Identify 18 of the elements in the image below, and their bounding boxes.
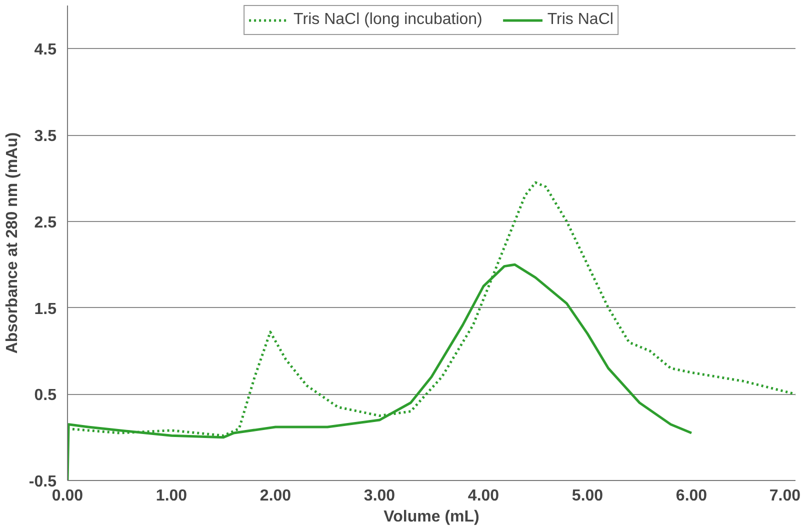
x-tick-label: 0.00	[52, 488, 84, 504]
x-tick-label: 6.00	[676, 488, 708, 504]
x-tick-label: 3.00	[364, 488, 396, 504]
x-tick-label: 4.00	[468, 488, 500, 504]
legend-label: Tris NaCl	[547, 11, 614, 29]
x-tick-label: 5.00	[572, 488, 604, 504]
y-tick-label: 4.5	[34, 42, 57, 59]
x-tick-label: 7.00	[769, 488, 801, 504]
y-tick-label: 3.5	[34, 128, 57, 146]
x-tick-label: 1.00	[156, 488, 188, 504]
x-axis-title: Volume (mL)	[384, 508, 480, 526]
y-tick-label: 1.5	[34, 300, 57, 318]
y-tick-label: 2.5	[34, 214, 57, 232]
y-tick-label: 0.5	[34, 387, 57, 404]
x-tick-label: 2.00	[260, 488, 292, 504]
y-tick-label: -0.5	[28, 474, 57, 490]
y-axis-title: Absorbance at 280 nm (mAu)	[4, 132, 21, 354]
legend-label: Tris NaCl (long incubation)	[294, 11, 482, 29]
